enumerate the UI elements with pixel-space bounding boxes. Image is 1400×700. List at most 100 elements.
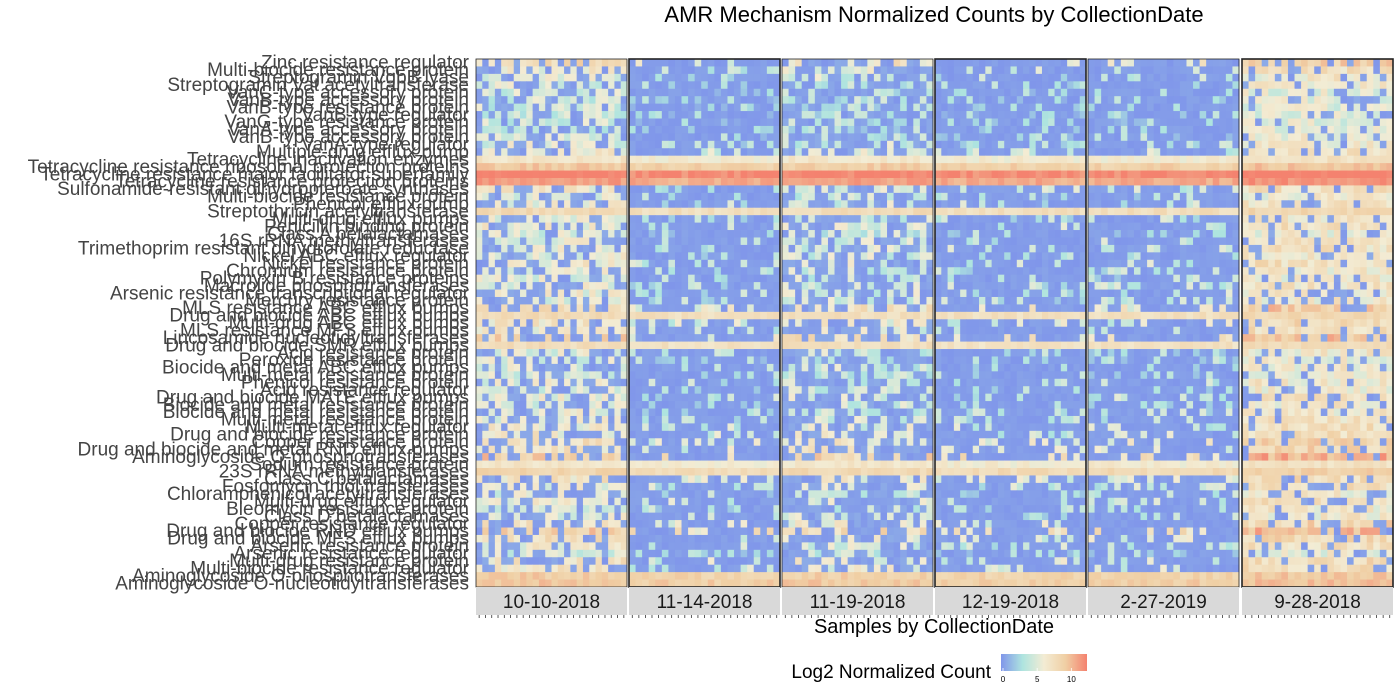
heatmap-cell: [788, 304, 796, 313]
heatmap-cell: [795, 148, 803, 157]
heatmap-cell: [900, 125, 908, 134]
heatmap-cell: [564, 572, 571, 580]
heatmap-cell: [694, 415, 702, 424]
heatmap-cell: [788, 534, 796, 543]
heatmap-cell: [601, 207, 609, 216]
heatmap-cell: [701, 415, 709, 424]
heatmap-cell: [694, 177, 702, 186]
heatmap-cell: [860, 140, 868, 149]
heatmap-cell: [707, 415, 715, 424]
heatmap-cell: [501, 274, 508, 283]
heatmap-cell: [900, 237, 908, 246]
heatmap-cell: [538, 230, 546, 238]
heatmap-cell: [551, 527, 559, 536]
heatmap-cell: [740, 304, 748, 313]
heatmap-cell: [873, 490, 881, 499]
heatmap-cell: [614, 564, 622, 573]
heatmap-cell: [887, 296, 895, 305]
heatmap-cell: [582, 505, 590, 514]
heatmap-cell: [688, 73, 696, 82]
heatmap-cell: [488, 304, 496, 313]
heatmap-cell: [841, 140, 849, 149]
heatmap-cell: [655, 237, 663, 246]
heatmap-cell: [727, 96, 735, 105]
heatmap-cell: [841, 564, 849, 573]
heatmap-cell: [788, 453, 796, 461]
heatmap-cell: [867, 319, 875, 328]
heatmap-cell: [854, 341, 862, 350]
heatmap-cell: [476, 520, 483, 528]
heatmap-cell: [821, 207, 829, 216]
heatmap-cell: [801, 460, 809, 469]
heatmap-cell: [661, 564, 669, 573]
heatmap-cell: [620, 453, 628, 461]
heatmap-cell: [507, 378, 515, 387]
heatmap-cell: [476, 512, 483, 521]
heatmap-cell: [582, 557, 590, 566]
heatmap-cell: [720, 96, 728, 105]
heatmap-cell: [887, 125, 895, 134]
heatmap-cell: [747, 282, 755, 290]
heatmap-cell: [880, 557, 888, 566]
heatmap-cell: [608, 170, 615, 179]
heatmap-cell: [507, 393, 515, 402]
heatmap-cell: [707, 475, 715, 484]
heatmap-cell: [714, 564, 722, 573]
heatmap-cell: [642, 438, 650, 447]
heatmap-cell: [913, 267, 921, 276]
heatmap-cell: [740, 311, 748, 320]
heatmap-cell: [595, 445, 603, 454]
heatmap-cell: [482, 557, 489, 566]
heatmap-cell: [913, 408, 921, 417]
heatmap-cell: [557, 125, 565, 134]
heatmap-cell: [545, 274, 552, 283]
heatmap-cell: [727, 401, 735, 409]
heatmap-cell: [701, 475, 709, 484]
heatmap-cell: [488, 542, 496, 551]
heatmap-cell: [551, 155, 559, 164]
heatmap-cell: [576, 549, 584, 558]
heatmap-cell: [714, 148, 722, 157]
heatmap-cell: [720, 378, 728, 387]
heatmap-cell: [501, 378, 508, 387]
heatmap-cell: [841, 468, 849, 476]
heatmap-cell: [773, 66, 781, 75]
heatmap-cell: [834, 505, 842, 514]
heatmap-cell: [827, 542, 835, 551]
heatmap-cell: [476, 200, 483, 209]
heatmap-cell: [919, 163, 927, 171]
heatmap-cell: [727, 163, 735, 171]
heatmap-cell: [582, 386, 590, 395]
heatmap-cell: [614, 341, 622, 350]
heatmap-cell: [906, 579, 914, 588]
heatmap-cell: [714, 371, 722, 380]
heatmap-cell: [488, 133, 496, 142]
heatmap-cell: [661, 423, 669, 432]
heatmap-cell: [926, 475, 934, 484]
heatmap-cell: [893, 319, 901, 328]
heatmap-cell: [614, 482, 622, 491]
heatmap-cell: [551, 438, 559, 447]
heatmap-cell: [608, 453, 615, 461]
heatmap-cell: [674, 356, 682, 365]
heatmap-cell: [814, 111, 822, 119]
heatmap-cell: [635, 148, 643, 157]
heatmap-cell: [488, 170, 496, 179]
heatmap-cell: [661, 349, 669, 357]
heatmap-cell: [834, 289, 842, 298]
heatmap-cell: [557, 423, 565, 432]
heatmap-cell: [795, 304, 803, 313]
heatmap-cell: [532, 66, 540, 75]
heatmap-cell: [526, 482, 534, 491]
heatmap-cell: [688, 549, 696, 558]
heatmap-cell: [538, 564, 546, 573]
heatmap-cell: [488, 259, 496, 268]
heatmap-cell: [795, 423, 803, 432]
heatmap-cell: [576, 349, 584, 357]
heatmap-cell: [727, 88, 735, 97]
heatmap-cell: [926, 334, 934, 342]
heatmap-cell: [507, 572, 515, 580]
heatmap-cell: [564, 393, 571, 402]
heatmap-cell: [913, 296, 921, 305]
heatmap-cell: [854, 497, 862, 506]
